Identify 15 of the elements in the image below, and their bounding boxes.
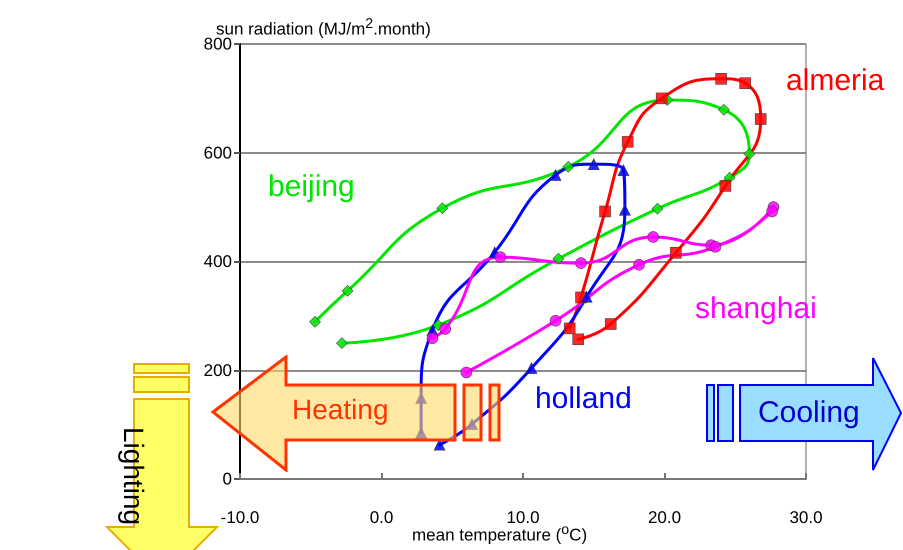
series-label: holland [535, 382, 632, 416]
annotation: Cooling [758, 396, 860, 430]
text: Lighting [117, 426, 150, 526]
series-label: beijing [268, 170, 355, 204]
annotation: Heating [292, 394, 389, 426]
y-tick-label: 600 [204, 143, 232, 162]
x-tick-label: -10.0 [220, 508, 260, 527]
x-tick-label: 0.0 [370, 508, 394, 527]
x-tick-label: 30.0 [789, 508, 823, 527]
series-label: almeria [786, 64, 884, 98]
y-tick-label: 0 [222, 470, 232, 488]
y-tick-label: 400 [204, 252, 232, 271]
y-tick-label: 200 [204, 360, 232, 380]
x-tick-label: 20.0 [648, 508, 682, 527]
series-label: shanghai [695, 292, 817, 326]
